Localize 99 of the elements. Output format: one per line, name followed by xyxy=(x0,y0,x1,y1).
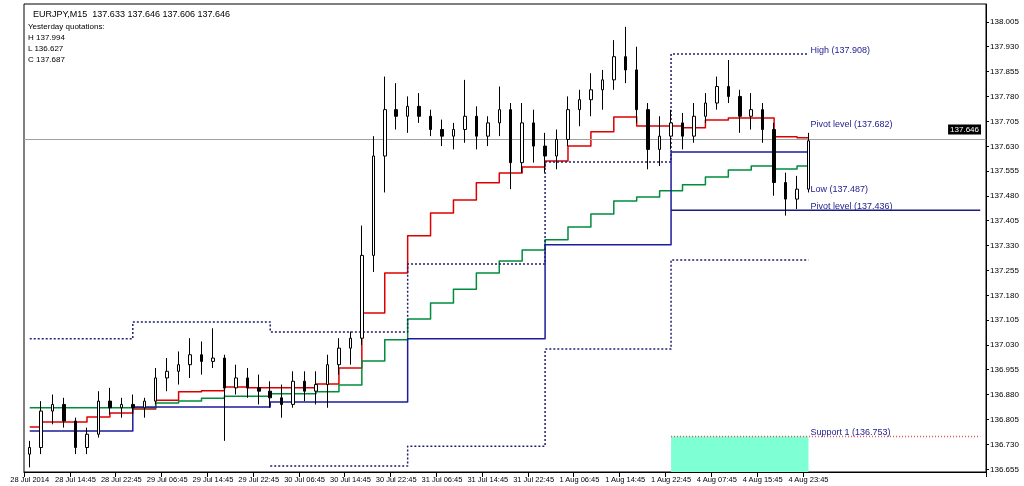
candlestick xyxy=(658,115,661,167)
candlestick xyxy=(566,95,570,147)
candlestick xyxy=(440,119,444,147)
candlestick xyxy=(772,122,776,197)
y-tick-label: 137.330 xyxy=(990,240,1020,250)
candlestick xyxy=(39,400,43,455)
candlestick xyxy=(360,225,364,346)
y-tick-label: 136.955 xyxy=(990,365,1020,375)
candlestick xyxy=(749,92,753,131)
candlestick xyxy=(143,397,146,419)
y-tick-label: 137.255 xyxy=(990,265,1020,275)
candlestick xyxy=(372,135,375,273)
y-tick-label: 136.655 xyxy=(990,464,1020,474)
candlestick xyxy=(692,102,696,144)
candlestick xyxy=(97,390,100,439)
ref-line-label: 137.646 xyxy=(950,124,980,134)
y-tick-label: 137.780 xyxy=(990,91,1020,101)
candlestick xyxy=(326,354,329,409)
candlestick xyxy=(715,76,719,111)
y-tick-label: 137.630 xyxy=(990,141,1020,151)
y-tick-label: 137.930 xyxy=(990,42,1020,52)
candlestick xyxy=(314,370,318,405)
candlestick xyxy=(85,427,89,455)
candlestick xyxy=(154,367,157,405)
y-tick-label: 138.005 xyxy=(990,17,1020,27)
candlestick xyxy=(646,102,650,170)
candlestick xyxy=(486,115,490,147)
candlestick xyxy=(303,370,306,402)
annotation: High (137.908) xyxy=(810,44,871,55)
candlestick xyxy=(509,102,512,190)
y-tick-label: 137.405 xyxy=(990,216,1020,226)
candlestick xyxy=(601,69,604,111)
y-tick-label: 137.855 xyxy=(990,67,1020,77)
candlestick xyxy=(635,46,638,124)
candlestick xyxy=(520,102,524,174)
candlestick xyxy=(406,95,409,134)
candlestick xyxy=(807,132,810,193)
candlestick xyxy=(795,175,799,210)
y-tick-label: 137.555 xyxy=(990,166,1020,176)
y-tick-label: 136.880 xyxy=(990,390,1020,399)
candlestick xyxy=(555,129,558,170)
candlestick xyxy=(234,364,238,395)
candlestick xyxy=(120,397,123,419)
candlestick xyxy=(188,337,192,379)
candlestick xyxy=(165,357,169,392)
candlestick xyxy=(624,26,627,84)
candlestick xyxy=(475,105,478,150)
candlestick xyxy=(727,59,730,104)
candlestick xyxy=(704,92,707,124)
candlestick xyxy=(257,374,261,405)
y-tick-label: 136.730 xyxy=(990,439,1020,449)
candlestick xyxy=(417,92,421,124)
annotation: Support 1 (136.753) xyxy=(810,427,891,438)
candlestick xyxy=(246,367,249,399)
text: EURJPY,M15 137.633 137.646 137.606 137.646 xyxy=(33,8,230,19)
candlestick xyxy=(223,354,226,442)
candlestick xyxy=(578,89,581,127)
annotation: C 137.687 xyxy=(28,54,66,64)
candlestick xyxy=(280,384,283,419)
candlestick xyxy=(211,327,215,369)
candlestick xyxy=(268,380,272,409)
candlestick xyxy=(291,370,295,409)
annotation: H 137.994 xyxy=(28,32,66,42)
candlestick xyxy=(589,72,593,117)
candlestick xyxy=(761,102,764,144)
candlestick xyxy=(498,85,501,137)
candlestick xyxy=(429,109,432,137)
candlestick xyxy=(108,387,112,415)
candlestick xyxy=(383,76,387,193)
candlestick xyxy=(200,341,203,376)
candlestick xyxy=(463,79,467,144)
candlestick xyxy=(28,440,31,468)
candlestick xyxy=(784,172,787,217)
candlestick xyxy=(51,394,54,425)
candlestick xyxy=(349,331,352,366)
y-tick-label: 137.105 xyxy=(990,315,1020,325)
y-tick-label: 136.805 xyxy=(990,414,1020,424)
candlestick xyxy=(74,417,77,455)
candlestick xyxy=(669,109,673,150)
candlestick xyxy=(681,112,684,150)
y-tick-label: 137.030 xyxy=(990,340,1020,350)
candlestick xyxy=(738,89,742,134)
candlestick xyxy=(177,350,180,386)
annotation: Yesterday quotations: xyxy=(28,21,105,31)
candlestick xyxy=(532,109,535,164)
y-tick-label: 137.180 xyxy=(990,290,1020,300)
y-tick-label: 137.480 xyxy=(990,191,1020,201)
candlestick xyxy=(337,337,341,376)
candlestick xyxy=(131,394,135,415)
candlestick xyxy=(394,82,398,131)
candlestick xyxy=(543,132,547,174)
candlestick xyxy=(62,397,66,429)
candlestick xyxy=(612,39,616,91)
annotation: Low (137.487) xyxy=(810,183,869,194)
annotation: Pivot level (137.682) xyxy=(810,119,893,130)
candlestick xyxy=(452,122,455,150)
annotation: L 136.627 xyxy=(28,43,64,53)
annotation: Pivot level (137.436) xyxy=(810,200,893,211)
y-tick-label: 137.705 xyxy=(990,116,1020,126)
